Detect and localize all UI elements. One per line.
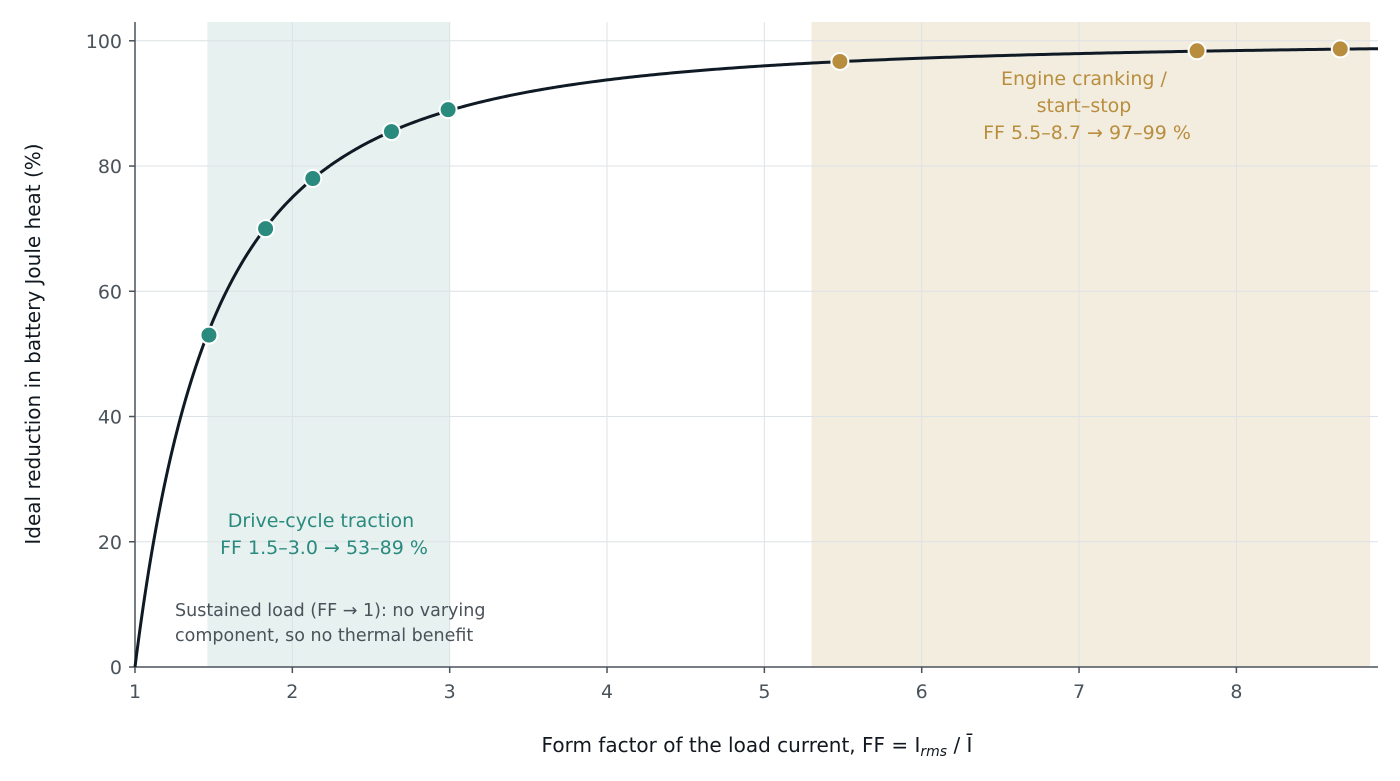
drive-cycle-region	[207, 22, 450, 667]
y-tick-label: 40	[98, 407, 122, 429]
y-tick-label: 100	[86, 31, 122, 53]
x-axis-label: Form factor of the load current, FF = Ir…	[542, 733, 973, 760]
data-point	[438, 100, 458, 120]
y-tick-label: 60	[98, 281, 122, 303]
axes	[134, 22, 1378, 668]
data-point	[381, 122, 401, 142]
sustained-load-annotation: Sustained load (FF → 1): no varying comp…	[175, 601, 491, 646]
x-tick-label: 1	[129, 681, 141, 703]
data-point	[199, 325, 219, 345]
y-tick-label: 20	[98, 532, 122, 554]
x-tick-label: 3	[444, 681, 456, 703]
x-tick-label: 6	[916, 681, 928, 703]
x-tick-label: 2	[286, 681, 298, 703]
data-point	[1330, 39, 1350, 59]
y-tick-label: 80	[98, 156, 122, 178]
y-axis-label: Ideal reduction in battery Joule heat (%…	[21, 143, 45, 544]
data-point	[830, 51, 850, 71]
drive-cycle-annotation: Drive-cycle traction FF 1.5–3.0 → 53–89 …	[220, 510, 428, 559]
data-point	[256, 219, 276, 239]
highlight-regions	[207, 22, 1371, 667]
y-tick-label: 0	[110, 657, 122, 679]
cranking-annotation: Engine cranking / start–stop FF 5.5–8.7 …	[983, 68, 1191, 144]
x-tick-label: 4	[601, 681, 613, 703]
data-point	[303, 169, 323, 189]
x-tick-label: 8	[1230, 681, 1242, 703]
data-point	[1187, 41, 1207, 61]
cranking-region	[811, 22, 1371, 667]
x-tick-label: 5	[758, 681, 770, 703]
grid-lines	[134, 22, 1378, 668]
data-points	[199, 39, 1350, 345]
x-tick-label: 7	[1073, 681, 1085, 703]
